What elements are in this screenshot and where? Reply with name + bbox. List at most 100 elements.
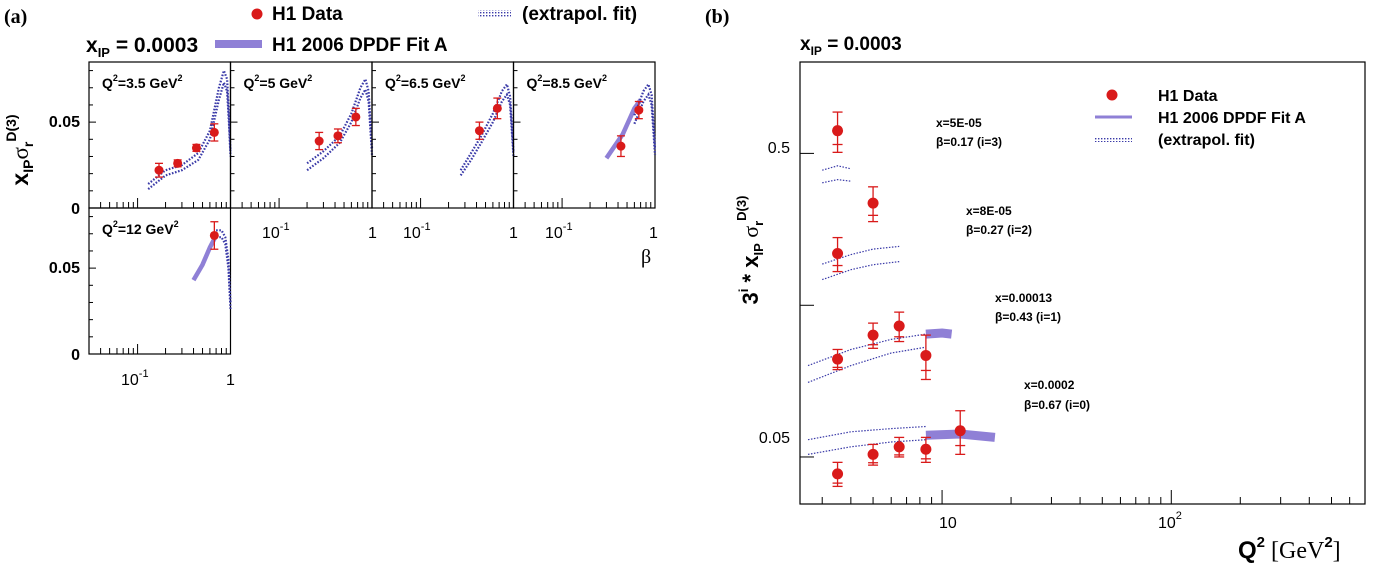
data-point xyxy=(314,131,324,151)
subplot-2: Q2=5 GeV2 xyxy=(229,61,374,209)
data-marker xyxy=(867,448,879,460)
data-point xyxy=(867,322,879,349)
data-marker xyxy=(209,230,219,240)
fit-band xyxy=(925,328,953,339)
extrap-curve-upper xyxy=(633,81,657,148)
subplot-q2-label: Q2=3.5 GeV2 xyxy=(102,73,182,91)
legend-data-label: H1 Data xyxy=(1158,88,1218,105)
panel-b-xlabel: Q2 [GeV2] xyxy=(1238,534,1341,564)
svg-text:1: 1 xyxy=(368,225,377,242)
subplot-q2-label: Q2=6.5 GeV2 xyxy=(385,73,465,91)
series-x-label: x=0.00013 xyxy=(995,291,1052,305)
data-point xyxy=(920,334,932,381)
ytick-label: 0.05 xyxy=(49,260,80,277)
fit-curve xyxy=(191,234,219,282)
data-marker xyxy=(634,105,644,115)
panel-a-ytick-labels: 0 0.05 0 0.05 xyxy=(49,114,80,364)
svg-text:10-1: 10-1 xyxy=(121,368,149,389)
panel-b-label: (b) xyxy=(705,6,729,28)
svg-text:xIPσrD(3): xIPσrD(3) xyxy=(3,114,36,185)
subplot-frame xyxy=(88,207,232,355)
extrap-curve-lower xyxy=(822,261,900,281)
svg-text:xIP = 0.0003: xIP = 0.0003 xyxy=(86,34,198,60)
data-point xyxy=(616,135,626,158)
panel-a-xtick-labels: 10-1 1 10-1 1 10-1 1 10-1 1 xyxy=(121,221,658,389)
data-marker xyxy=(209,127,219,137)
panel-a-subplots: Q2=3.5 GeV2 Q2=5 GeV2 Q2=6.5 GeV2 Q2=8.5 Ge… xyxy=(88,61,657,355)
panel-b-ylabel: 3i * xIP σrD(3) xyxy=(734,196,766,305)
svg-text:10-1: 10-1 xyxy=(403,221,431,242)
data-marker xyxy=(920,443,932,455)
data-marker xyxy=(154,165,164,175)
subplot-5: Q2=12 GeV2 xyxy=(88,207,232,355)
extrap-curve-upper xyxy=(822,245,900,265)
data-marker xyxy=(191,143,201,153)
data-point xyxy=(867,186,879,223)
panel-a-ylabel: xIPσrD(3) xyxy=(3,114,36,185)
data-marker xyxy=(832,125,844,137)
svg-text:1: 1 xyxy=(509,225,518,242)
series-x-label: x=0.0002 xyxy=(1024,378,1075,392)
extrap-curve-lower xyxy=(306,86,374,172)
data-marker xyxy=(867,197,879,209)
series-beta-label: β=0.67 (i=0) xyxy=(1024,398,1090,412)
data-point xyxy=(867,443,879,466)
extrap-curve-lower xyxy=(459,92,515,177)
svg-text:3i * xIP σrD(3): 3i * xIP σrD(3) xyxy=(734,196,766,305)
ytick-label: 0 xyxy=(71,347,80,364)
series-beta-label: β=0.43 (i=1) xyxy=(995,310,1061,324)
data-point xyxy=(209,123,219,142)
extrap-curve-upper xyxy=(822,165,852,171)
panel-b-plot: x=5E-05β=0.17 (i=3)x=8E-05β=0.27 (i=2) x=… xyxy=(799,61,1366,505)
panel-a-legend: H1 Data H1 2006 DPDF Fit A (extrapol. fi… xyxy=(215,4,637,56)
legend-extrap-label: (extrapol. fit) xyxy=(1158,132,1255,149)
extrap-curve-lower xyxy=(807,439,926,455)
data-marker xyxy=(314,136,324,146)
subplot-4: Q2=8.5 GeV2 xyxy=(512,61,657,209)
series-1: x=8E-05 β=0.27 (i=2) xyxy=(822,204,1032,281)
panel-b-legend: H1 Data H1 2006 DPDF Fit A (extrapol. fi… xyxy=(1095,88,1306,149)
data-point xyxy=(474,121,484,140)
data-marker xyxy=(492,103,502,113)
xtick-label-group: 10-1 1 xyxy=(545,221,658,242)
xtick-label: 102 xyxy=(1158,510,1182,532)
data-point xyxy=(173,158,183,168)
svg-text:1: 1 xyxy=(649,225,658,242)
series-x-label: x=5E-05 xyxy=(936,116,982,130)
extrap-curve-upper xyxy=(306,76,374,165)
data-point xyxy=(832,461,844,488)
data-point xyxy=(954,410,966,456)
data-point xyxy=(832,348,844,371)
data-marker xyxy=(893,320,905,332)
panel-b-ytick-labels: 0.5 0.05 xyxy=(759,140,790,447)
svg-text:10-1: 10-1 xyxy=(262,221,290,242)
data-point xyxy=(832,236,844,273)
svg-text:10-1: 10-1 xyxy=(545,221,573,242)
data-marker xyxy=(351,112,361,122)
data-marker xyxy=(832,468,844,480)
data-point xyxy=(209,221,219,250)
legend-data-marker xyxy=(251,8,263,20)
svg-text:xIP = 0.0003: xIP = 0.0003 xyxy=(800,34,902,58)
series-0: x=5E-05 β=0.17 (i=3) xyxy=(822,111,1002,223)
data-point xyxy=(154,162,164,178)
data-marker xyxy=(954,425,966,437)
data-point xyxy=(893,436,905,458)
legend-extrap-label: (extrapol. fit) xyxy=(522,4,637,25)
data-point xyxy=(832,111,844,153)
fit-curve xyxy=(604,98,643,160)
ytick-label: 0 xyxy=(71,201,80,218)
data-marker xyxy=(832,247,844,259)
data-marker xyxy=(173,158,183,168)
panel-b-xip-title: xIP = 0.0003 xyxy=(800,34,902,58)
series-2: x=0.00013 β=0.43 (i=1) xyxy=(807,291,1061,383)
panel-a-xip-title: xIP = 0.0003 xyxy=(86,34,198,60)
plot-frame xyxy=(799,61,1366,505)
xtick-label-group: 10-1 1 xyxy=(262,221,377,242)
ytick-label: 0.05 xyxy=(759,430,790,447)
data-marker xyxy=(474,126,484,136)
xtick-label-group: 10-1 1 xyxy=(403,221,518,242)
legend-data-label: H1 Data xyxy=(272,4,343,25)
extrap-curve-lower xyxy=(822,178,851,184)
